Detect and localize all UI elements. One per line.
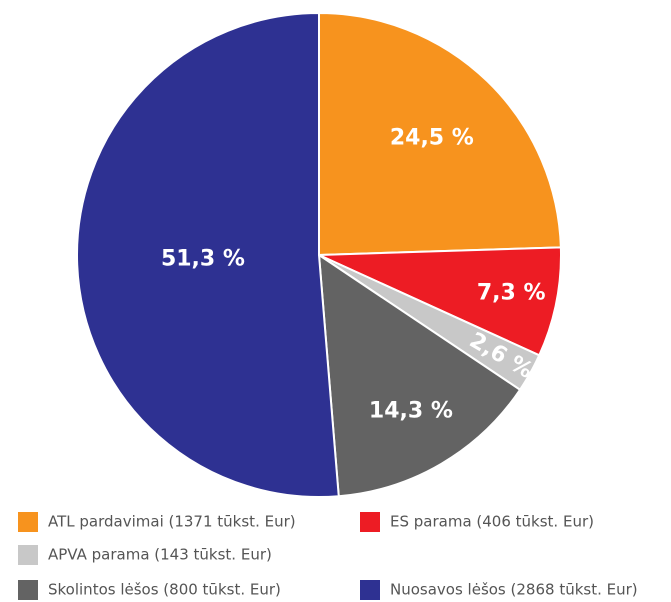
legend-label: Skolintos lėšos (800 tūkst. Eur) <box>48 581 281 599</box>
legend-label: Nuosavos lėšos (2868 tūkst. Eur) <box>390 581 638 599</box>
slice-label: 24,5 % <box>390 126 474 151</box>
legend-swatch <box>360 512 380 532</box>
slice <box>318 11 562 257</box>
slice-label: 7,3 % <box>477 281 546 306</box>
slice <box>317 253 522 498</box>
slice-label: 51,3 % <box>161 247 245 272</box>
slice <box>76 11 340 498</box>
legend-swatch <box>18 545 38 565</box>
legend-swatch <box>360 580 380 600</box>
legend-label: ATL pardavimai (1371 tūkst. Eur) <box>48 513 296 531</box>
slice <box>318 246 562 357</box>
legend-label: ES parama (406 tūkst. Eur) <box>390 513 594 531</box>
slice-label: 14,3 % <box>369 399 453 424</box>
legend-swatch <box>18 580 38 600</box>
legend-label: APVA parama (143 tūkst. Eur) <box>48 546 272 564</box>
legend-swatch <box>18 512 38 532</box>
